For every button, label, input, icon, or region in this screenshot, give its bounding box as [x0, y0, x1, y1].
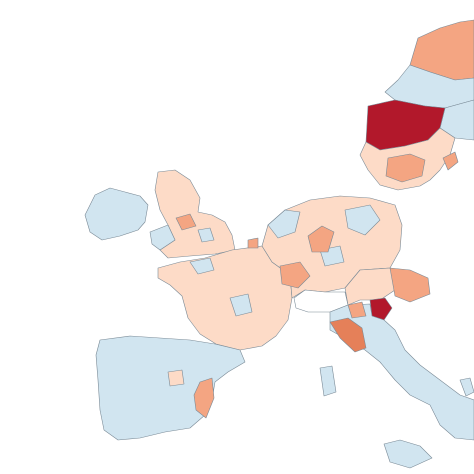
region	[197, 227, 215, 243]
region	[157, 245, 293, 351]
region	[347, 301, 367, 319]
region	[459, 377, 474, 397]
region	[149, 224, 176, 251]
region	[189, 257, 215, 275]
region	[229, 293, 253, 317]
region	[329, 317, 367, 353]
region	[267, 209, 301, 239]
region	[319, 365, 337, 397]
region	[279, 261, 311, 289]
region	[344, 204, 381, 236]
region	[329, 303, 474, 441]
region	[167, 369, 185, 387]
region	[442, 151, 459, 171]
region	[95, 335, 246, 441]
region	[193, 377, 215, 419]
region	[385, 153, 426, 183]
region	[389, 267, 431, 303]
region	[307, 225, 335, 253]
region	[175, 213, 197, 231]
region	[84, 187, 149, 241]
region	[383, 439, 433, 469]
region	[247, 237, 259, 249]
